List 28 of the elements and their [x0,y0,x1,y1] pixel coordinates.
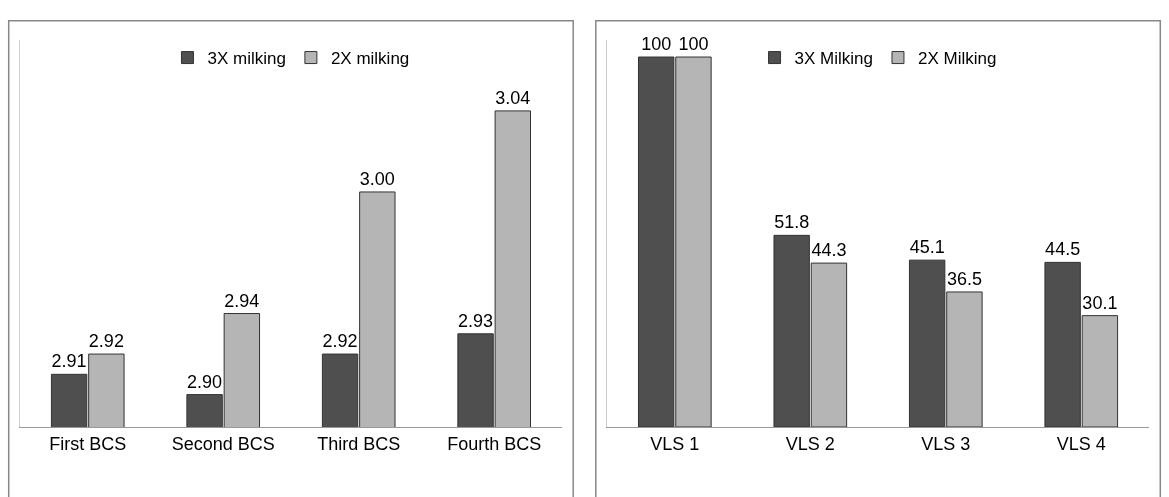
x-tick-label: First BCS [49,433,127,454]
data-label: 2.90 [187,371,223,392]
data-label: 2.93 [458,310,494,331]
x-tick-label: VLS 1 [650,433,700,454]
data-label: 2.92 [88,331,124,352]
legend-label: 3X Milking [794,49,873,69]
data-label: 3.00 [359,168,395,189]
x-tick-label: Second BCS [171,433,275,454]
data-label: 44.5 [1045,239,1081,260]
legend-label: 3X milking [207,49,286,69]
data-label: 45.1 [909,237,945,258]
x-tick-label: Fourth BCS [447,433,542,454]
data-label: 3.04 [495,87,531,108]
data-label: 2.94 [224,290,260,311]
legend-label: 2X Milking [917,49,997,69]
x-tick-label: VLS 3 [921,433,971,454]
legend-label: 2X milking [330,49,410,69]
data-label: 30.1 [1082,292,1118,313]
x-tick-label: Third BCS [317,433,401,454]
x-tick-label: VLS 2 [785,433,835,454]
data-label: 100 [678,34,709,55]
data-label: 2.91 [51,351,87,372]
data-label: 100 [641,34,672,55]
data-label: 2.92 [322,331,358,352]
x-tick-label: VLS 4 [1056,433,1106,454]
data-label: 44.3 [811,240,847,261]
data-label: 51.8 [774,212,810,233]
data-label: 36.5 [946,268,982,289]
